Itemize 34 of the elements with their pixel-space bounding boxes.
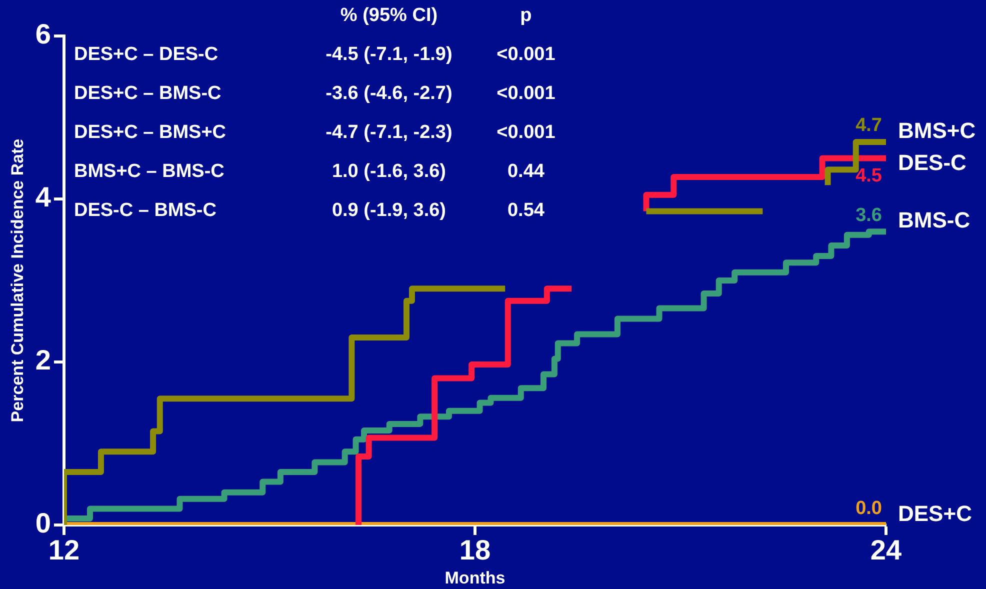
annotation: <0.001 <box>496 44 556 66</box>
annotation: DES+C – BMS+C <box>74 122 226 144</box>
text: p <box>520 5 532 26</box>
annotation: 0.54 <box>507 200 545 222</box>
y-tick-label: 6 <box>35 18 51 50</box>
data-label: 0.0 <box>856 498 882 520</box>
annotation: -4.5 (-7.1, -1.9) <box>326 44 452 66</box>
data-label: 4.5 <box>856 165 882 186</box>
annotation: 1.0 (-1.6, 3.6) <box>332 161 446 182</box>
y-tick-label: 4 <box>35 182 52 213</box>
x-tick-label: 12 <box>48 534 80 566</box>
data-label: 3.6 <box>856 204 882 226</box>
text: % (95% CI) <box>340 5 438 26</box>
series-label: DES+C <box>898 501 972 526</box>
y-tick-label: 2 <box>35 344 51 376</box>
data-label: 4.7 <box>856 115 882 136</box>
x-tick-label: 24 <box>870 534 902 566</box>
annotation: 0.9 (-1.9, 3.6) <box>332 200 446 222</box>
annotation: -4.7 (-7.1, -2.3) <box>326 122 452 144</box>
x-axis-title: Months <box>444 568 506 588</box>
x-tick-label: 18 <box>459 534 491 566</box>
annotation: BMS+C – BMS-C <box>74 161 225 182</box>
annotation: DES+C – BMS-C <box>74 83 222 104</box>
series-label: BMS+C <box>898 118 976 144</box>
annotation: DES-C – BMS-C <box>74 200 217 222</box>
annotation: -3.6 (-4.6, -2.7) <box>326 83 452 104</box>
annotation: DES+C – DES-C <box>74 44 218 66</box>
series-label: DES-C <box>898 150 967 176</box>
annotation: <0.001 <box>496 83 556 104</box>
annotation: 0.44 <box>507 161 545 182</box>
y-tick-label: 0 <box>35 508 51 539</box>
y-axis-title: Percent Cumulative Incidence Rate <box>8 138 27 422</box>
annotation: <0.001 <box>496 122 556 144</box>
series-label: BMS-C <box>898 208 970 233</box>
